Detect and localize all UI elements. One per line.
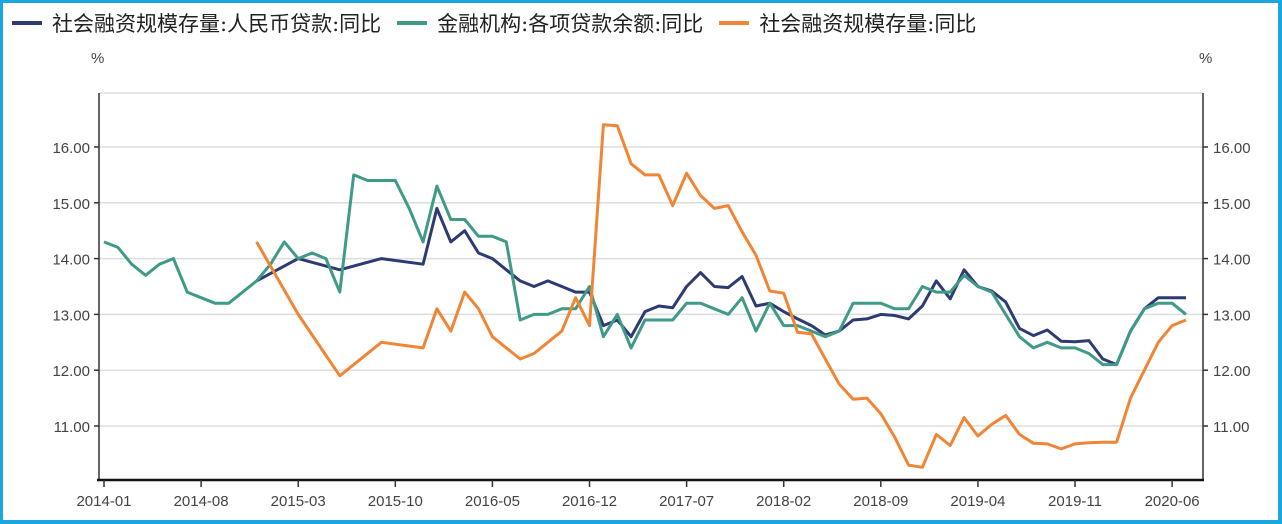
x-tick-label: 2018-09 bbox=[853, 493, 908, 510]
legend-swatch-icon bbox=[397, 21, 428, 25]
x-tick-label: 2019-04 bbox=[950, 493, 1005, 510]
chart-legend: 社会融资规模存量:人民币贷款:同比 金融机构:各项贷款余额:同比 社会融资规模存… bbox=[12, 6, 992, 40]
series-line-0[interactable] bbox=[255, 206, 1186, 367]
legend-swatch-icon bbox=[12, 21, 42, 25]
x-tick-label: 2019-11 bbox=[1048, 493, 1102, 510]
axes: 11.00 11.00 12.00 12.00 13.00 13.00 14.00 14.00… bbox=[52, 93, 1251, 510]
x-tick-label: 2014-08 bbox=[174, 493, 229, 510]
left-axis-unit: % bbox=[91, 50, 105, 67]
x-tick-label: 2014-01 bbox=[76, 493, 131, 510]
left-tick-label: 12.00 bbox=[52, 363, 90, 380]
x-tick-label: 2017-07 bbox=[659, 493, 714, 510]
right-tick-label: 12.00 bbox=[1213, 363, 1251, 380]
legend-label: 社会融资规模存量:同比 bbox=[759, 12, 977, 36]
x-tick-label: 2015-03 bbox=[271, 493, 326, 510]
left-tick-label: 11.00 bbox=[54, 419, 90, 436]
series-line-2[interactable] bbox=[255, 123, 1187, 469]
legend-item-rmb-loans[interactable]: 社会融资规模存量:人民币贷款:同比 bbox=[12, 8, 381, 38]
x-tick-label: 2016-12 bbox=[562, 493, 617, 510]
left-tick-label: 13.00 bbox=[52, 307, 90, 324]
right-tick-label: 15.00 bbox=[1213, 196, 1251, 213]
legend-swatch-icon bbox=[719, 21, 750, 25]
right-tick-label: 11.00 bbox=[1213, 419, 1249, 436]
right-axis-unit: % bbox=[1199, 50, 1213, 67]
series-line-1[interactable] bbox=[103, 173, 1187, 367]
left-tick-label: 15.00 bbox=[52, 196, 90, 213]
legend-item-loan-balance[interactable]: 金融机构:各项贷款余额:同比 bbox=[397, 8, 703, 38]
left-tick-label: 16.00 bbox=[52, 140, 90, 157]
left-tick-label: 14.00 bbox=[52, 252, 90, 269]
series-lines bbox=[103, 123, 1187, 469]
x-tick-label: 2016-05 bbox=[465, 493, 520, 510]
right-tick-label: 13.00 bbox=[1213, 307, 1251, 324]
gridlines bbox=[99, 92, 1203, 427]
legend-label: 金融机构:各项贷款余额:同比 bbox=[437, 12, 704, 36]
legend-item-tsf-stock[interactable]: 社会融资规模存量:同比 bbox=[719, 8, 976, 38]
right-tick-label: 16.00 bbox=[1213, 140, 1251, 157]
legend-label: 社会融资规模存量:人民币贷款:同比 bbox=[52, 12, 382, 36]
right-tick-label: 14.00 bbox=[1213, 252, 1251, 269]
x-tick-label: 2018-02 bbox=[756, 493, 811, 510]
x-tick-label: 2020-06 bbox=[1145, 493, 1200, 510]
x-tick-label: 2015-10 bbox=[368, 493, 423, 510]
